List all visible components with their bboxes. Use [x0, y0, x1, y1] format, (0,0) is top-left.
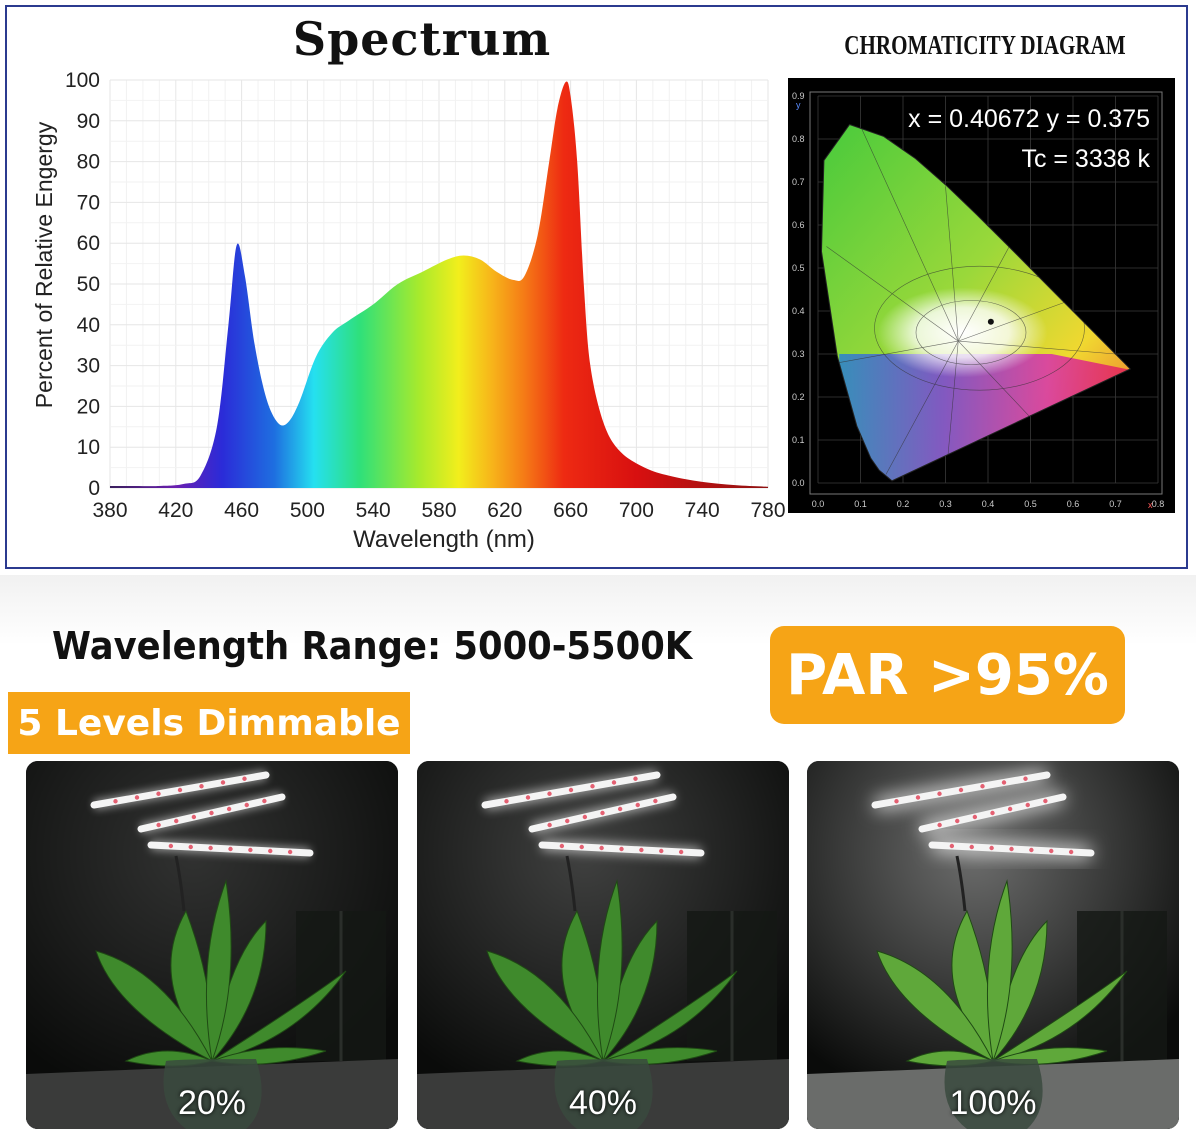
chromaticity-chart: 0.0 0.1 0.2 0.3 0.4 0.5 0.6 0.7 0.8 0.0 0.1 0.2 0.3… — [788, 78, 1175, 513]
x-tick-label: 500 — [290, 499, 325, 522]
plant-leaf — [992, 970, 1128, 1062]
chroma-x-label: x — [1148, 500, 1153, 510]
plant-photo: 100% — [807, 761, 1179, 1129]
x-tick-label: 780 — [750, 499, 785, 522]
spectrum-title: Spectrum — [292, 12, 552, 66]
chromaticity-point — [987, 318, 994, 325]
y-tick-label: 10 — [77, 436, 100, 459]
chromaticity-title: CHROMATICITY DIAGRAM — [844, 30, 1126, 60]
plant-leaf — [486, 950, 604, 1062]
plant-photo-illustration — [417, 761, 789, 1129]
cie-region-ring — [874, 265, 1085, 391]
par-badge: PAR >95% — [770, 626, 1125, 724]
chroma-x-tick-label: 0.8 — [1152, 499, 1165, 509]
chroma-y-tick-label: 0.2 — [792, 392, 805, 402]
cie-region-line — [945, 186, 959, 342]
y-tick-label: 80 — [77, 151, 100, 174]
x-tick-label: 380 — [92, 499, 127, 522]
wavelength-range: Wavelength Range: 5000-5500K — [52, 624, 692, 674]
cie-outline — [820, 123, 1132, 482]
chroma-y-tick-label: 0.0 — [792, 478, 805, 488]
chroma-x-tick-label: 0.4 — [982, 499, 995, 509]
x-tick-label: 700 — [619, 499, 654, 522]
cie-region-line — [885, 340, 959, 475]
x-axis-label: Wavelength (nm) — [353, 526, 535, 553]
plant-pot — [554, 1059, 653, 1129]
plant-leaf — [205, 879, 232, 1062]
cie-region-line — [958, 340, 1116, 355]
plant-leaf — [95, 950, 213, 1062]
brightness-label: 20% — [177, 1084, 247, 1122]
cie-region-line — [957, 246, 1010, 342]
chroma-y-tick-label: 0.9 — [792, 91, 805, 101]
plant-photo-illustration — [807, 761, 1179, 1129]
y-axis-label: Percent of Relative Engergy — [31, 121, 57, 408]
x-tick-label: 540 — [356, 499, 391, 522]
chroma-x-tick-label: 0.5 — [1024, 499, 1037, 509]
x-tick-label: 660 — [553, 499, 588, 522]
plant-leaf — [211, 970, 347, 1062]
y-tick-label: 90 — [77, 110, 100, 133]
plant-leaf — [596, 879, 623, 1062]
y-tick-label: 30 — [77, 355, 100, 378]
plant-leaf — [602, 970, 738, 1062]
plant-pot — [163, 1059, 262, 1129]
chroma-plot-frame — [809, 91, 1163, 495]
wavelength-range-value: 5000-5500K — [453, 624, 693, 668]
chroma-x-tick-label: 0.3 — [939, 499, 952, 509]
x-tick-label: 620 — [487, 499, 522, 522]
brightness-label: 100% — [949, 1084, 1037, 1122]
plant-photo: 20% — [26, 761, 398, 1129]
y-tick-label: 70 — [77, 191, 100, 214]
y-tick-label: 100 — [65, 69, 100, 92]
dimmable-badge: 5 Levels Dimmable — [8, 692, 410, 754]
x-tick-label: 460 — [224, 499, 259, 522]
chroma-coords-text: x = 0.40672 y = 0.375 — [908, 105, 1150, 133]
y-tick-label: 50 — [77, 273, 100, 296]
chroma-y-tick-label: 0.1 — [792, 435, 805, 445]
x-tick-label: 580 — [421, 499, 456, 522]
chroma-tc-text: Tc = 3338 k — [1021, 145, 1150, 173]
chroma-y-tick-label: 0.3 — [792, 349, 805, 359]
chroma-y-tick-label: 0.6 — [792, 220, 805, 230]
chroma-y-tick-label: 0.8 — [792, 134, 805, 144]
chroma-x-tick-label: 0.1 — [854, 499, 867, 509]
brightness-label: 40% — [568, 1084, 638, 1122]
y-tick-label: 40 — [77, 314, 100, 337]
plant-leaf — [986, 879, 1013, 1062]
chroma-y-tick-label: 0.5 — [792, 263, 805, 273]
wavelength-range-label: Wavelength Range: — [52, 624, 442, 668]
chroma-x-tick-label: 0.0 — [812, 499, 825, 509]
plant-photo: 40% — [417, 761, 789, 1129]
chroma-y-label: y — [796, 100, 801, 110]
plant-photo-illustration — [26, 761, 398, 1129]
y-tick-label: 20 — [77, 395, 100, 418]
y-tick-label: 0 — [88, 477, 100, 500]
y-tick-label: 60 — [77, 232, 100, 255]
spectrum-chart: 380 420 460 500 540 580 620 660 700 740 780 0 10 20 3… — [31, 69, 786, 553]
chroma-x-tick-label: 0.6 — [1067, 499, 1080, 509]
x-tick-label: 420 — [158, 499, 193, 522]
x-tick-label: 740 — [685, 499, 720, 522]
cie-region-ring — [915, 300, 1027, 365]
chroma-y-tick-label: 0.7 — [792, 177, 805, 187]
plant-pot — [944, 1059, 1043, 1129]
cie-region-line — [839, 340, 959, 363]
chroma-x-tick-label: 0.2 — [897, 499, 910, 509]
cie-region-line — [958, 302, 1065, 342]
chroma-x-tick-label: 0.7 — [1109, 499, 1122, 509]
plant-leaf — [876, 950, 994, 1062]
chroma-y-tick-label: 0.4 — [792, 306, 805, 316]
spectrum-area — [110, 81, 768, 488]
